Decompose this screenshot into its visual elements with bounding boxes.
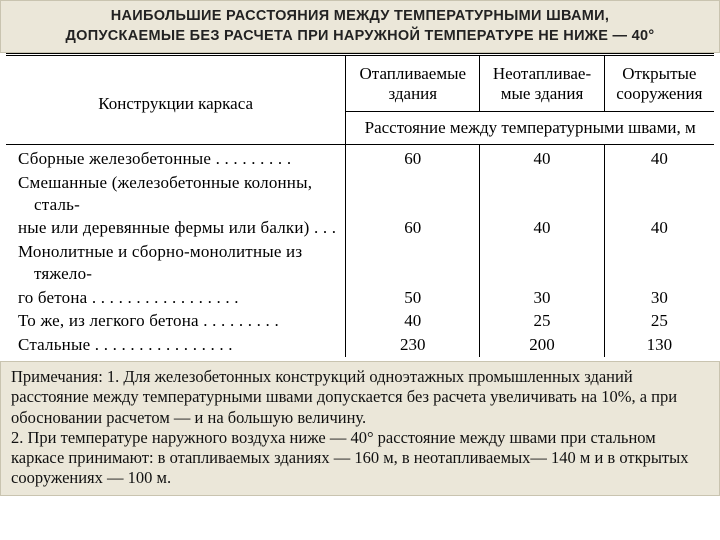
data-table: Конструкции каркаса Отапливаемые здания … xyxy=(6,53,714,357)
cell: 40 xyxy=(604,147,714,171)
cell-desc: Смешанные (железобетонные колонны, сталь… xyxy=(6,171,346,217)
cell: 40 xyxy=(604,216,714,240)
table-row: Смешанные (железобетонные колонны, сталь… xyxy=(6,171,714,217)
cell xyxy=(346,240,480,286)
col-header-2: Неотапливае- мые здания xyxy=(480,55,604,112)
cell-desc: ные или деревянные фермы или балки) . . … xyxy=(6,216,346,240)
cell-desc: Монолитные и сборно-монолитные из тяжело… xyxy=(6,240,346,286)
cell: 30 xyxy=(480,286,604,310)
title-line-1: НАИБОЛЬШИЕ РАССТОЯНИЯ МЕЖДУ ТЕМПЕРАТУРНЫ… xyxy=(111,8,609,24)
col-subheader: Расстояние между температурными швами, м xyxy=(346,112,714,145)
cell xyxy=(480,240,604,286)
cell: 25 xyxy=(480,309,604,333)
data-table-wrap: Конструкции каркаса Отапливаемые здания … xyxy=(0,53,720,357)
cell: 25 xyxy=(604,309,714,333)
table-row: То же, из легкого бетона . . . . . . . .… xyxy=(6,309,714,333)
col-header-3: Открытые сооружения xyxy=(604,55,714,112)
cell: 40 xyxy=(346,309,480,333)
cell xyxy=(604,240,714,286)
col-header-1: Отапливаемые здания xyxy=(346,55,480,112)
cell-desc: Сборные железобетонные . . . . . . . . . xyxy=(6,147,346,171)
table-row: го бетона . . . . . . . . . . . . . . . … xyxy=(6,286,714,310)
col-header-desc: Конструкции каркаса xyxy=(6,55,346,145)
notes-text: Примечания: 1. Для железобетонных констр… xyxy=(11,367,688,487)
cell-desc: То же, из легкого бетона . . . . . . . .… xyxy=(6,309,346,333)
cell: 40 xyxy=(480,216,604,240)
cell: 50 xyxy=(346,286,480,310)
table-body: Сборные железобетонные . . . . . . . . .… xyxy=(6,145,714,357)
cell xyxy=(346,171,480,217)
notes: Примечания: 1. Для железобетонных констр… xyxy=(0,361,720,496)
table-row: Стальные . . . . . . . . . . . . . . . .… xyxy=(6,333,714,357)
cell-desc: го бетона . . . . . . . . . . . . . . . … xyxy=(6,286,346,310)
cell xyxy=(480,171,604,217)
table-row: Монолитные и сборно-монолитные из тяжело… xyxy=(6,240,714,286)
page-title: НАИБОЛЬШИЕ РАССТОЯНИЯ МЕЖДУ ТЕМПЕРАТУРНЫ… xyxy=(0,0,720,53)
cell xyxy=(604,171,714,217)
cell: 200 xyxy=(480,333,604,357)
cell: 60 xyxy=(346,147,480,171)
cell: 130 xyxy=(604,333,714,357)
table-row: ные или деревянные фермы или балки) . . … xyxy=(6,216,714,240)
cell: 30 xyxy=(604,286,714,310)
cell-desc: Стальные . . . . . . . . . . . . . . . . xyxy=(6,333,346,357)
cell: 40 xyxy=(480,147,604,171)
table-row: Сборные железобетонные . . . . . . . . .… xyxy=(6,147,714,171)
cell: 230 xyxy=(346,333,480,357)
title-line-2: ДОПУСКАЕМЫЕ БЕЗ РАСЧЕТА ПРИ НАРУЖНОЙ ТЕМ… xyxy=(66,28,655,44)
cell: 60 xyxy=(346,216,480,240)
